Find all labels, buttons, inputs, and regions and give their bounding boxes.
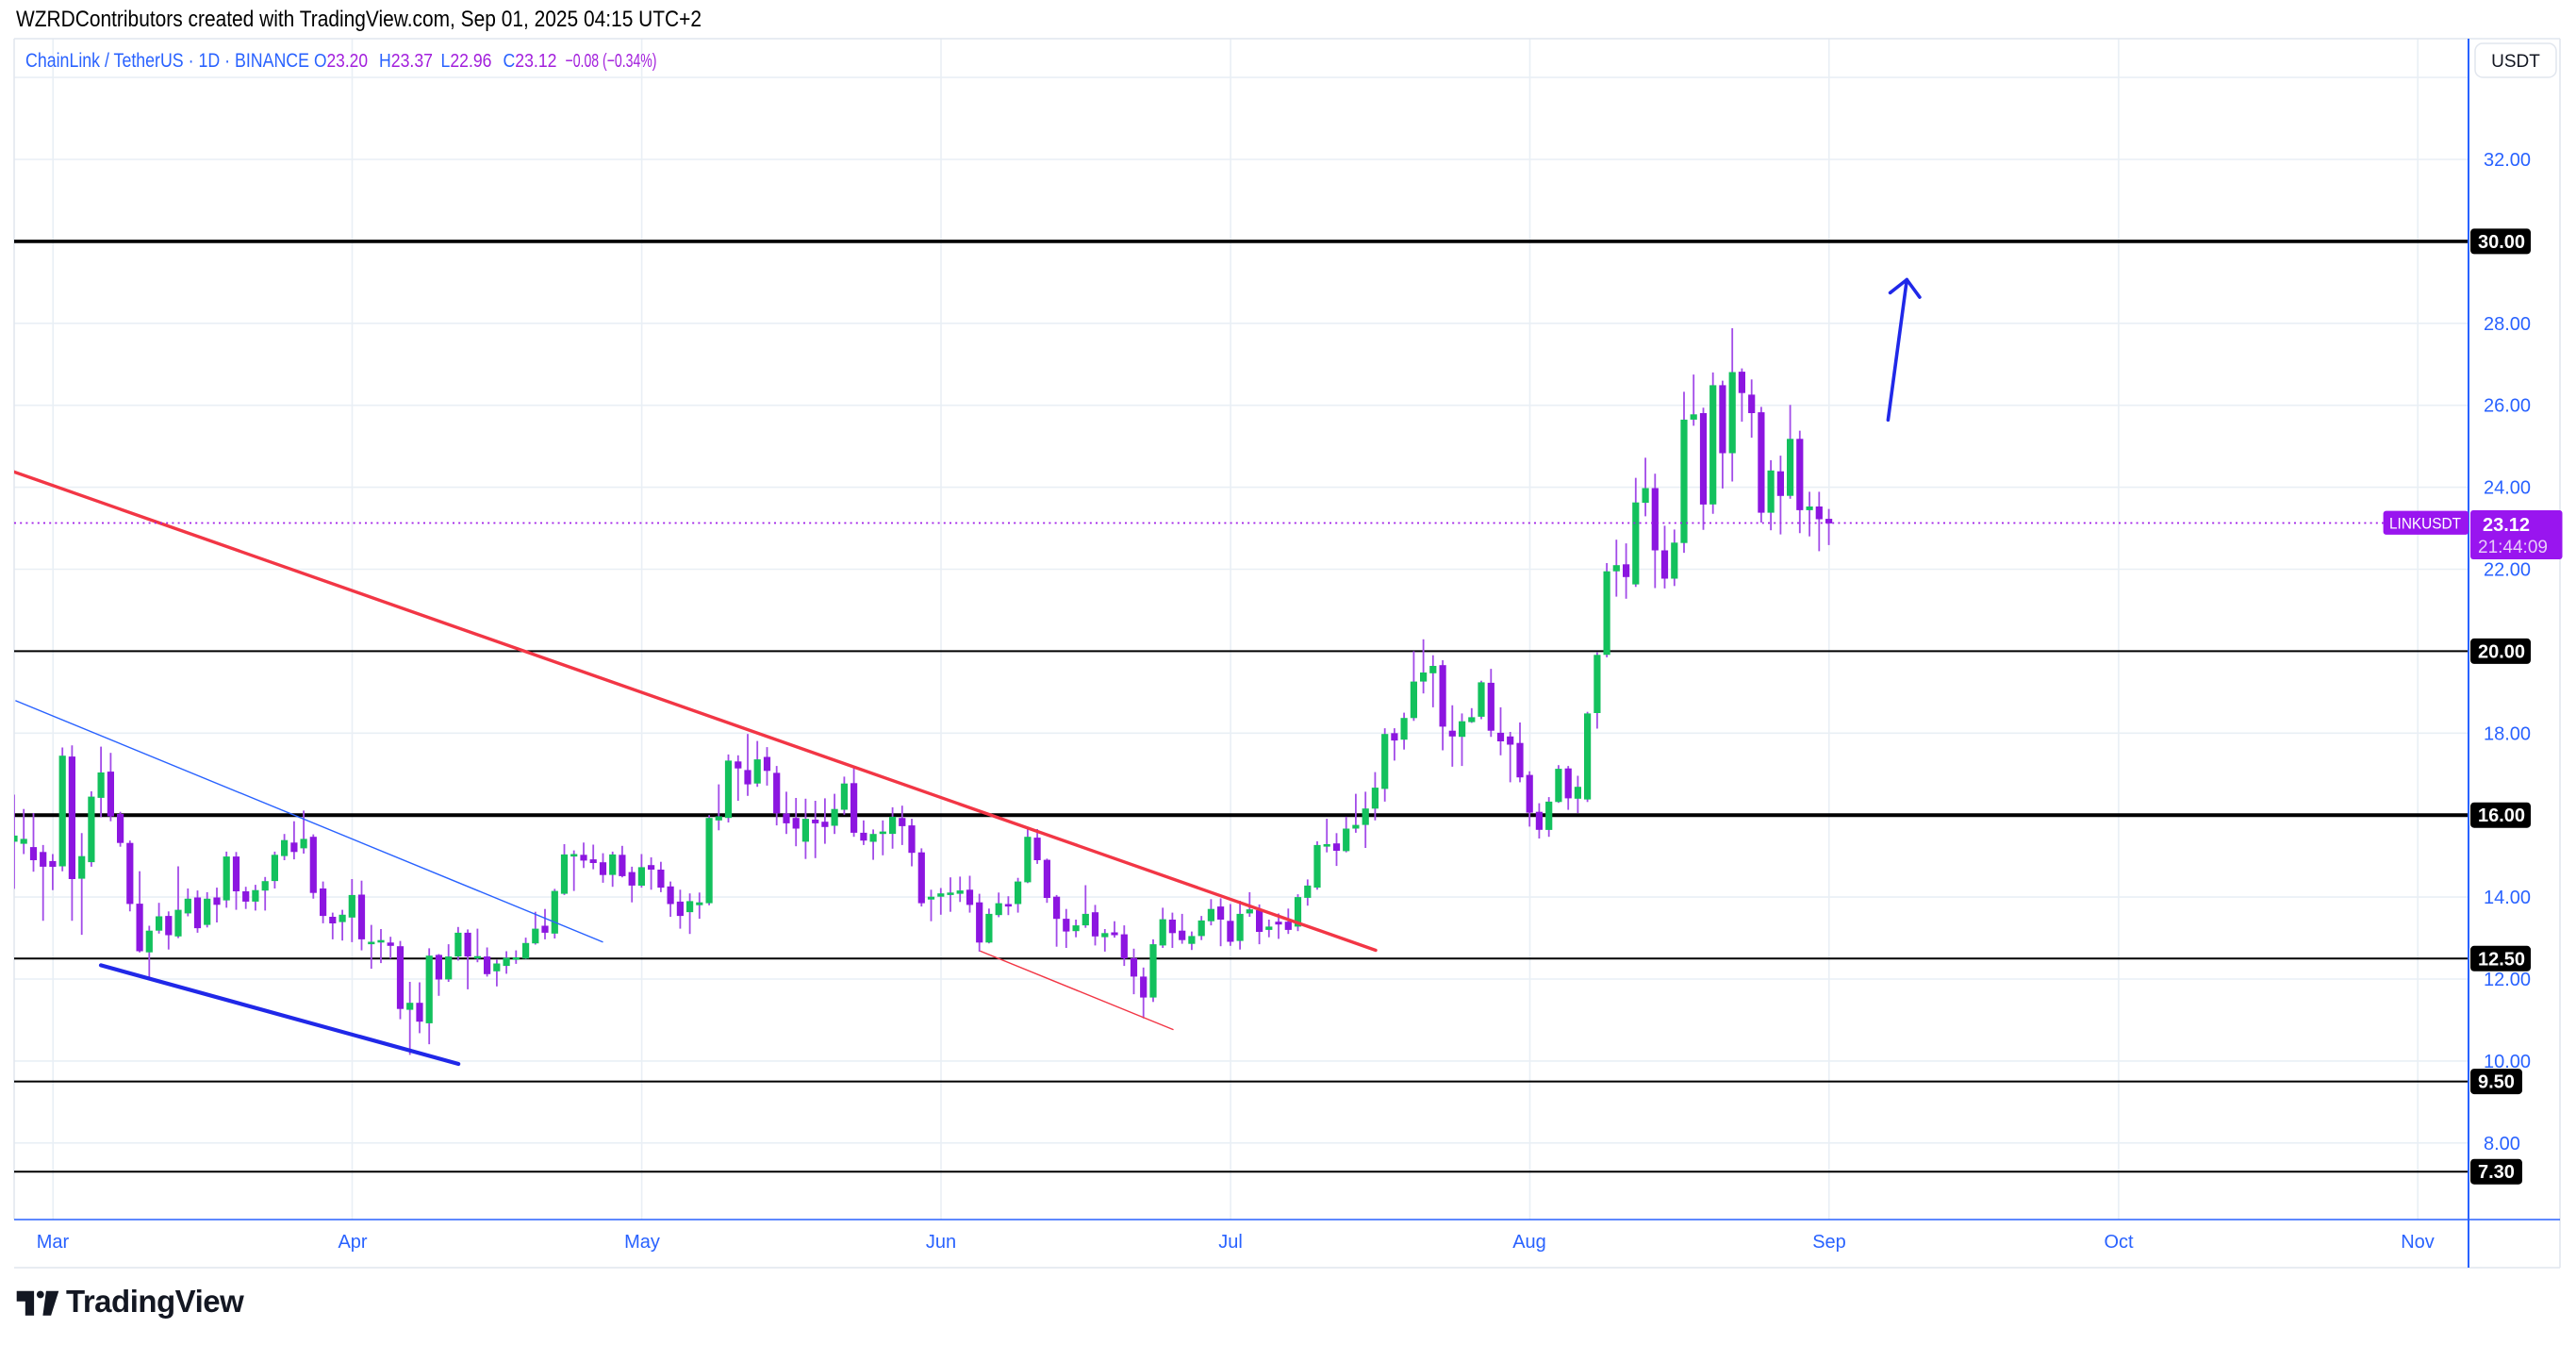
- svg-text:22.00: 22.00: [2484, 560, 2531, 581]
- svg-text:9.50: 9.50: [2478, 1072, 2515, 1093]
- svg-text:Nov: Nov: [2401, 1232, 2435, 1253]
- svg-text:7.30: 7.30: [2478, 1162, 2515, 1183]
- svg-text:23.12: 23.12: [2483, 515, 2530, 536]
- svg-text:USDT: USDT: [2491, 52, 2540, 72]
- svg-text:Sep: Sep: [1812, 1232, 1846, 1253]
- svg-text:28.00: 28.00: [2484, 314, 2531, 335]
- svg-text:16.00: 16.00: [2478, 805, 2525, 826]
- svg-text:L22.96: L22.96: [441, 50, 492, 72]
- svg-text:ChainLink / TetherUS · 1D · BI: ChainLink / TetherUS · 1D · BINANCE: [25, 50, 309, 72]
- svg-text:Oct: Oct: [2104, 1232, 2134, 1253]
- svg-text:10.00: 10.00: [2484, 1052, 2531, 1072]
- svg-text:O23.20: O23.20: [314, 50, 368, 72]
- svg-text:12.50: 12.50: [2478, 949, 2525, 970]
- svg-text:20.00: 20.00: [2478, 641, 2525, 662]
- svg-text:30.00: 30.00: [2478, 232, 2525, 253]
- svg-text:WZRDContributors created with: WZRDContributors created with TradingVie…: [16, 7, 702, 32]
- svg-text:H23.37: H23.37: [379, 50, 433, 72]
- svg-text:−0.08 (−0.34%): −0.08 (−0.34%): [566, 50, 657, 72]
- svg-text:Apr: Apr: [338, 1232, 367, 1253]
- svg-text:26.00: 26.00: [2484, 396, 2531, 417]
- svg-text:May: May: [624, 1232, 660, 1253]
- svg-text:14.00: 14.00: [2484, 888, 2531, 908]
- svg-text:C23.12: C23.12: [504, 50, 557, 72]
- svg-text:Jun: Jun: [926, 1232, 956, 1253]
- svg-text:21:44:09: 21:44:09: [2478, 538, 2548, 557]
- svg-text:Aug: Aug: [1512, 1232, 1546, 1253]
- svg-text:32.00: 32.00: [2484, 150, 2531, 171]
- svg-text:Mar: Mar: [37, 1232, 70, 1253]
- svg-text:8.00: 8.00: [2484, 1134, 2520, 1154]
- svg-text:24.00: 24.00: [2484, 478, 2531, 499]
- svg-text:18.00: 18.00: [2484, 723, 2531, 744]
- svg-text:TradingView: TradingView: [66, 1284, 244, 1319]
- svg-text:Jul: Jul: [1218, 1232, 1243, 1253]
- svg-text:12.00: 12.00: [2484, 970, 2531, 990]
- svg-text:LINKUSDT: LINKUSDT: [2389, 515, 2461, 533]
